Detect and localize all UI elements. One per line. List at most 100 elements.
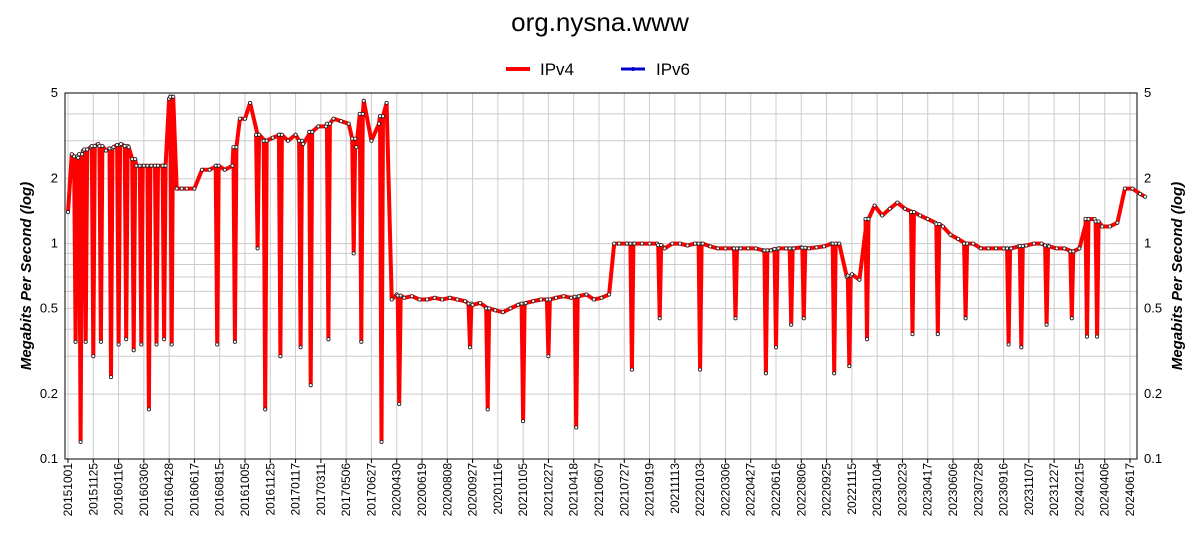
series-ipv4-point — [126, 145, 131, 150]
series-ipv4-point — [1100, 224, 1105, 229]
series-ipv4-point — [242, 116, 247, 121]
series-ipv4-point — [765, 248, 770, 253]
x-tick-label: 20231107 — [1022, 463, 1036, 516]
x-tick-label: 20201116 — [491, 463, 505, 515]
series-ipv4-point — [700, 241, 705, 246]
x-tick-label: 20220103 — [693, 463, 707, 517]
series-ipv4-point — [78, 439, 83, 444]
series-ipv4-point — [693, 241, 698, 246]
series-ipv4-point — [462, 299, 467, 304]
series-ipv4-point — [124, 337, 129, 342]
series-ipv4-point — [632, 241, 637, 246]
y-tick-label-right: 0.5 — [1144, 300, 1162, 315]
series-ipv4-point — [487, 306, 492, 311]
series-ipv4-point — [784, 246, 789, 251]
series-ipv4-point — [1138, 191, 1143, 196]
series-ipv4-point — [199, 167, 204, 172]
x-tick-label: 20230728 — [971, 463, 985, 517]
series-ipv4-point — [402, 295, 407, 300]
series-ipv4-point — [735, 246, 740, 251]
x-tick-label: 20230223 — [895, 463, 909, 517]
y-axis-right: 0.1 0.2 0.5 1 2 5 — [1144, 85, 1162, 466]
series-ipv4-point — [1062, 246, 1067, 251]
series-ipv4-point — [925, 216, 930, 221]
series-ipv4-point — [791, 246, 796, 251]
series-ipv4-point — [109, 375, 114, 380]
x-tick-label: 20160617 — [187, 463, 201, 517]
series-ipv4-point — [657, 316, 662, 321]
series-ipv4-point — [301, 141, 306, 146]
series-ipv4-point — [599, 295, 604, 300]
x-tick-label: 20220806 — [794, 463, 808, 517]
series-ipv4-point — [776, 246, 781, 251]
series-ipv4-point — [131, 348, 136, 353]
series-ipv4-point — [508, 306, 513, 311]
series-ipv4-point — [327, 121, 332, 126]
series-ipv4-point — [384, 100, 389, 105]
series-ipv4-point — [146, 407, 151, 412]
series-ipv4-point — [774, 345, 779, 350]
y-axis-label-right: Megabits Per Second (log) — [1169, 182, 1186, 370]
series-ipv4-point — [500, 310, 505, 315]
series-ipv4-point — [849, 272, 854, 277]
series-ipv4-point — [73, 339, 78, 344]
series-ipv4-point — [662, 246, 667, 251]
x-tick-label: 20200927 — [466, 463, 480, 517]
x-tick-label: 20200808 — [440, 463, 454, 517]
x-tick-label: 20220306 — [718, 463, 732, 517]
plot-frame — [64, 92, 1138, 460]
series-ipv4-point — [470, 302, 475, 307]
series-ipv4-point — [986, 246, 991, 251]
series-ipv4-point — [1071, 249, 1076, 254]
series-ipv4-point — [270, 135, 275, 140]
y-tick-label-right: 5 — [1144, 85, 1151, 100]
x-tick-label: 20160815 — [213, 463, 227, 517]
series-ipv4-point — [612, 241, 617, 246]
series-ipv4-point — [171, 94, 176, 99]
series-ipv4-point — [866, 216, 871, 221]
series-ipv4-point — [1107, 224, 1112, 229]
series-ipv4-point — [937, 221, 942, 226]
series-ipv4-point — [574, 425, 579, 430]
series-ipv4-point — [234, 145, 239, 150]
x-tick-label: 20230104 — [870, 463, 884, 517]
series-ipv4-point — [308, 383, 313, 388]
series-ipv4-point — [493, 308, 498, 313]
series-ipv4-point — [1085, 334, 1090, 339]
series-ipv4-point — [940, 224, 945, 229]
series-ipv4-point — [339, 119, 344, 124]
series-ipv4-point — [376, 121, 381, 126]
series-ipv4-point — [822, 244, 827, 249]
x-tick-label: 20151001 — [61, 463, 75, 517]
series-ipv4-point — [685, 243, 690, 248]
series-ipv4-point — [111, 145, 116, 150]
x-tick-label: 20170311 — [314, 463, 328, 516]
series-ipv4-point — [397, 401, 402, 406]
series-ipv4-point — [360, 111, 365, 116]
x-tick-label: 20240215 — [1072, 463, 1086, 517]
series-ipv4-point — [640, 241, 645, 246]
series-ipv4-point — [83, 339, 88, 344]
x-tick-label: 20210727 — [617, 463, 631, 517]
series-ipv4-point — [1031, 241, 1036, 246]
series-ipv4-point — [98, 339, 103, 344]
series-ipv4-point — [192, 186, 197, 191]
series-ipv4-point — [316, 124, 321, 129]
series-ipv4-point — [516, 302, 521, 307]
series-ipv4-point — [1130, 186, 1135, 191]
series-ipv4-point — [248, 100, 253, 105]
y-tick-label-left: 5 — [51, 85, 58, 100]
series-ipv4-point — [326, 337, 331, 342]
series-ipv4-point — [1019, 345, 1024, 350]
x-tick-label: 20151125 — [86, 463, 100, 516]
series-ipv4-point — [880, 213, 885, 218]
legend: IPv4 IPv6 — [506, 60, 690, 79]
series-ipv4-point — [379, 439, 384, 444]
series-ipv4-point — [1001, 246, 1006, 251]
series-ipv4-point — [1024, 243, 1029, 248]
series-ipv4-point — [1009, 246, 1014, 251]
series-ipv4-point — [380, 114, 385, 119]
y-tick-label-right: 0.2 — [1144, 386, 1162, 401]
series-ipv4-point — [1122, 186, 1127, 191]
